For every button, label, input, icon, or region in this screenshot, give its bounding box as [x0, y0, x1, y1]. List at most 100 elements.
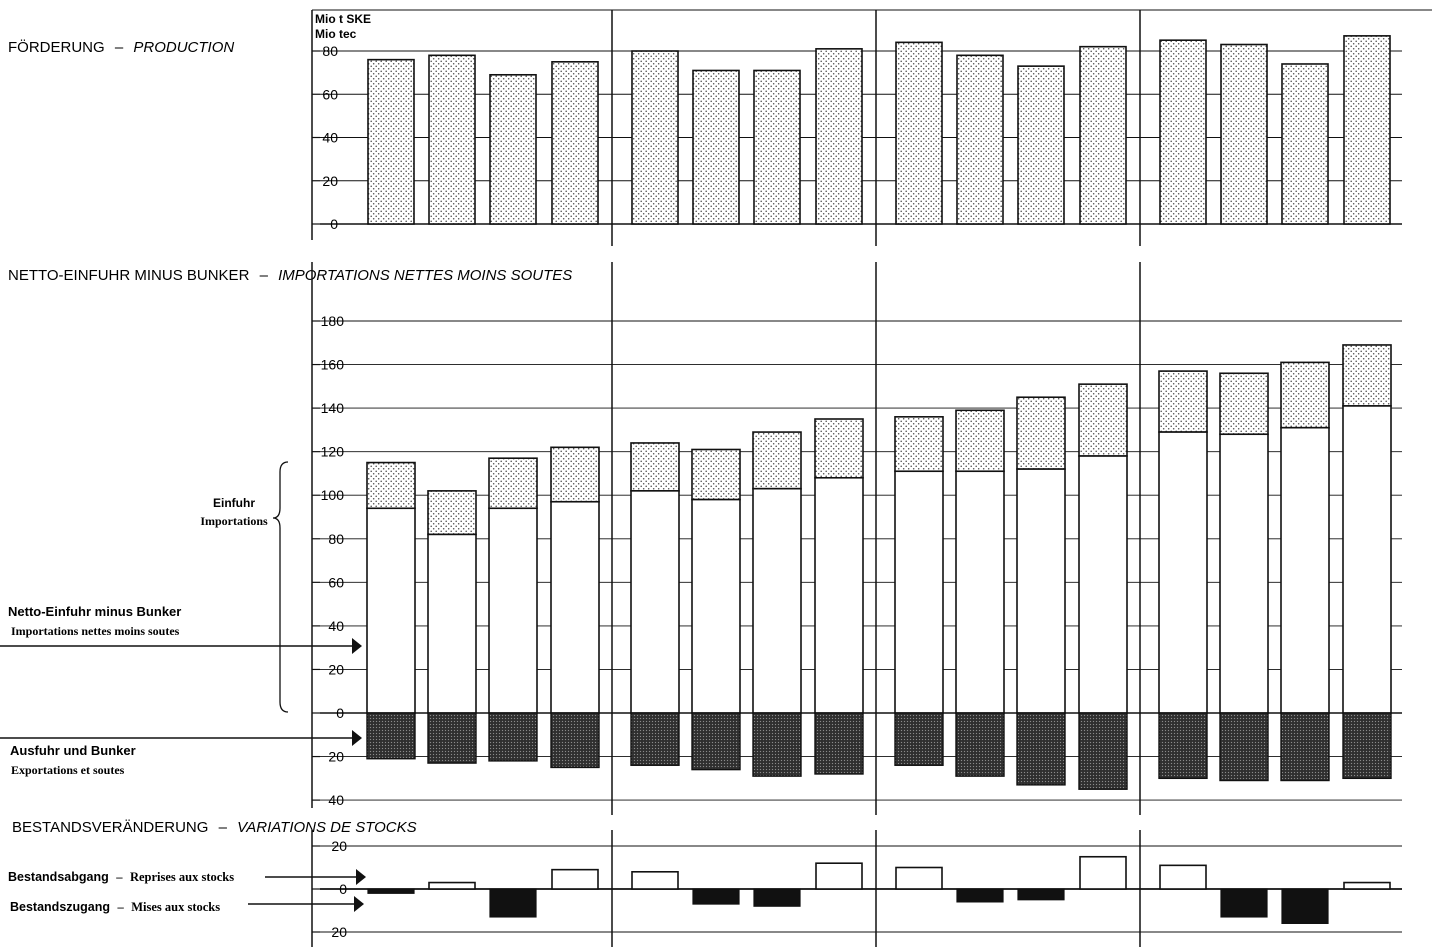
production-bar [428, 54, 476, 225]
imports-tick-label: 40 [328, 618, 344, 634]
imports-net-segment [1280, 426, 1330, 714]
imports-net-segment [691, 498, 741, 714]
production-bar [367, 58, 415, 225]
imports-tick-label: 20 [328, 661, 344, 677]
imports-gross-segment [630, 442, 680, 492]
imports-tick-label: 20 [328, 749, 344, 765]
unit-label-ske: Mio t SKE [315, 12, 371, 26]
imports-gross-segment [1016, 396, 1066, 470]
bars-layer [366, 35, 1392, 925]
exports-bar [955, 712, 1005, 777]
exports-bar [1078, 712, 1128, 790]
exports-bar [1280, 712, 1330, 782]
imports-gross-segment [1342, 344, 1392, 407]
production-bar [753, 69, 801, 225]
imports-gross-segment [814, 418, 864, 479]
production-bar [1079, 45, 1127, 225]
importations-label: Importations [200, 514, 268, 528]
production-bar [956, 54, 1004, 225]
stocks-tick-label: 20 [331, 924, 347, 940]
production-tick-label: 20 [322, 173, 338, 189]
production-tick-label: 0 [330, 216, 338, 232]
ticks-layer: 0 20 40 60 80 180 160 140 120 100 80 60 40 20 0 20 40 20 0… [321, 43, 348, 940]
imports-net-segment [550, 500, 600, 714]
imports-net-segment [427, 533, 477, 714]
imports-net-segment [1342, 405, 1392, 714]
stocks-title: BESTANDSVERÄNDERUNG – VARIATIONS DE STOC… [12, 819, 417, 836]
ausfuhr-label-fr: Exportations et soutes [11, 763, 125, 777]
imports-gross-segment [1280, 361, 1330, 429]
imports-gross-segment [1158, 370, 1208, 433]
imports-gross-segment [955, 409, 1005, 473]
stocks-withdrawal-bar [895, 866, 943, 890]
stocks-addition-bar [1017, 888, 1065, 901]
imports-tick-label: 180 [321, 313, 345, 329]
stocks-addition-bar [753, 888, 801, 907]
production-bar [815, 48, 863, 225]
exports-bar [488, 712, 538, 762]
netto-arrow-head [352, 638, 362, 654]
imports-title: NETTO-EINFUHR MINUS BUNKER – IMPORTATION… [8, 267, 572, 284]
einfuhr-brace [272, 461, 289, 713]
imports-net-segment [752, 487, 802, 714]
imports-tick-label: 160 [321, 357, 345, 373]
stocks-withdrawal-bar [551, 868, 599, 890]
unit-label-tec: Mio tec [315, 27, 357, 41]
exports-bar [894, 712, 944, 766]
production-bar [895, 41, 943, 225]
production-bar [631, 50, 679, 225]
imports-gross-segment [1219, 372, 1269, 436]
imports-net-segment [1016, 468, 1066, 714]
production-bar [1159, 39, 1207, 225]
imports-net-segment [488, 507, 538, 714]
imports-tick-label: 140 [321, 400, 345, 416]
stocks-addition-bar [1281, 888, 1329, 925]
imports-net-segment [1219, 433, 1269, 714]
imports-gross-segment [752, 431, 802, 490]
production-bar [1220, 43, 1268, 225]
imports-tick-label: 120 [321, 444, 345, 460]
imports-gross-segment [691, 448, 741, 501]
imports-net-segment [1158, 431, 1208, 714]
stocks-addition-bar [367, 888, 415, 894]
stocks-withdrawal-bar [1343, 881, 1391, 890]
stocks-withdrawal-bar [631, 870, 679, 890]
imports-gross-segment [550, 446, 600, 503]
abgang-arrow-head [356, 869, 366, 885]
imports-net-segment [630, 490, 680, 714]
production-tick-label: 80 [322, 43, 338, 59]
imports-tick-label: 80 [328, 531, 344, 547]
exports-bar [1342, 712, 1392, 780]
exports-bar [550, 712, 600, 769]
imports-gross-segment [366, 461, 416, 510]
stocks-addition-bar [956, 888, 1004, 903]
imports-tick-label: 0 [336, 705, 344, 721]
production-bar [1281, 63, 1329, 225]
exports-bar [427, 712, 477, 764]
zugang-arrow-head [354, 896, 364, 912]
production-title: FÖRDERUNG – PRODUCTION [8, 38, 234, 56]
production-bar [551, 61, 599, 225]
exports-bar [1158, 712, 1208, 780]
production-bar [1343, 35, 1391, 225]
imports-tick-label: 60 [328, 574, 344, 590]
exports-bar [366, 712, 416, 760]
exports-bar [630, 712, 680, 766]
einfuhr-label: Einfuhr [213, 496, 255, 510]
exports-bar [691, 712, 741, 771]
imports-net-segment [1078, 455, 1128, 714]
exports-bar [814, 712, 864, 775]
imports-net-segment [955, 470, 1005, 714]
stocks-withdrawal-bar [428, 881, 476, 890]
ausfuhr-label: Ausfuhr und Bunker [10, 743, 136, 758]
stocks-addition-bar [489, 888, 537, 918]
exports-bar [1016, 712, 1066, 786]
imports-tick-label: 100 [321, 487, 345, 503]
zugang-label: Bestandszugang – Mises aux stocks [10, 900, 220, 914]
imports-gross-segment [894, 416, 944, 473]
stocks-withdrawal-bar [1079, 855, 1127, 890]
netto-label-fr: Importations nettes moins soutes [11, 624, 180, 638]
production-tick-label: 40 [322, 130, 338, 146]
production-tick-label: 60 [322, 86, 338, 102]
